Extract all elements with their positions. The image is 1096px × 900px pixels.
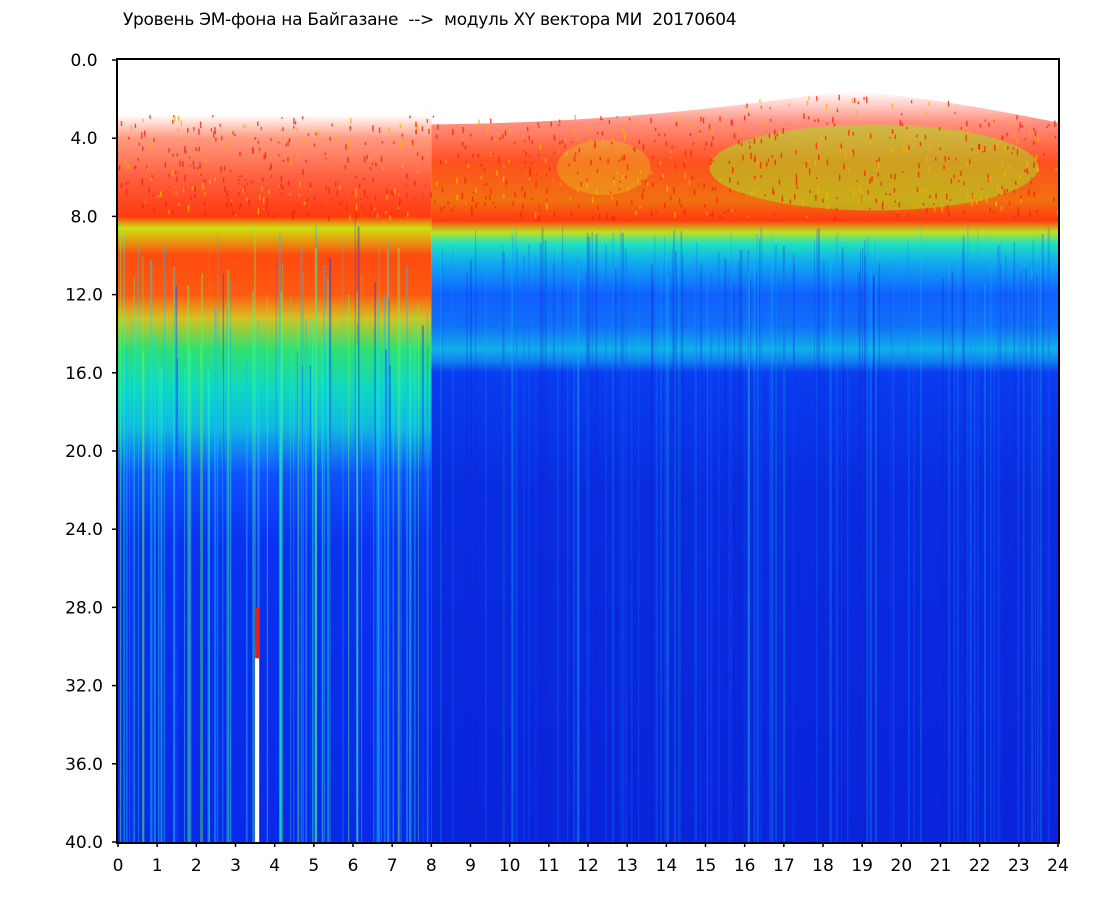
x-tick-label: 17 — [773, 856, 795, 876]
x-tick-label: 22 — [969, 856, 991, 876]
vertical-streaks — [119, 217, 1050, 842]
upper-white-zone — [431, 60, 1058, 125]
x-tick-label: 7 — [387, 856, 398, 876]
spectrogram-image — [118, 60, 1058, 842]
y-tick-label: 12.0 — [65, 286, 103, 306]
x-tick-label: 0 — [113, 856, 124, 876]
x-tick-label: 10 — [499, 856, 521, 876]
data-gap-edge — [255, 607, 260, 659]
x-tick-label: 23 — [1008, 856, 1030, 876]
x-tick-label: 20 — [891, 856, 913, 876]
upper-band-green-zone — [709, 124, 1039, 211]
x-tick-label: 9 — [465, 856, 476, 876]
y-tick-label: 4.0 — [70, 129, 97, 149]
upper-band-yellow-zone — [556, 140, 651, 195]
x-tick-label: 8 — [426, 856, 437, 876]
x-tick-label: 18 — [812, 856, 834, 876]
upper-band-speckles — [118, 94, 1058, 222]
y-tick-label: 8.0 — [70, 207, 97, 227]
x-tick-label: 16 — [734, 856, 756, 876]
y-tick-label: 20.0 — [65, 442, 103, 462]
x-tick-label: 1 — [152, 856, 163, 876]
x-tick-label: 12 — [577, 856, 599, 876]
x-tick-label: 13 — [616, 856, 638, 876]
chart-title: Уровень ЭМ-фона на Байгазане --> модуль … — [123, 10, 737, 30]
y-tick-label: 16.0 — [65, 364, 103, 384]
x-tick-label: 11 — [538, 856, 560, 876]
data-gap — [255, 646, 260, 842]
y-tick-label: 28.0 — [65, 598, 103, 618]
x-tick-label: 3 — [230, 856, 241, 876]
x-tick-label: 6 — [348, 856, 359, 876]
spectrogram-plot-area — [116, 58, 1060, 844]
y-tick-label: 40.0 — [65, 833, 103, 853]
y-tick-label: 32.0 — [65, 677, 103, 697]
x-tick-label: 15 — [695, 856, 717, 876]
y-tick-label: 36.0 — [65, 755, 103, 775]
x-tick-label: 14 — [656, 856, 678, 876]
x-tick-label: 4 — [269, 856, 280, 876]
x-tick-label: 24 — [1047, 856, 1069, 876]
x-tick-label: 2 — [191, 856, 202, 876]
y-tick-label: 24.0 — [65, 520, 103, 540]
x-tick-label: 19 — [851, 856, 873, 876]
x-tick-label: 21 — [930, 856, 952, 876]
x-tick-label: 5 — [308, 856, 319, 876]
y-tick-label: 0.0 — [70, 51, 97, 71]
